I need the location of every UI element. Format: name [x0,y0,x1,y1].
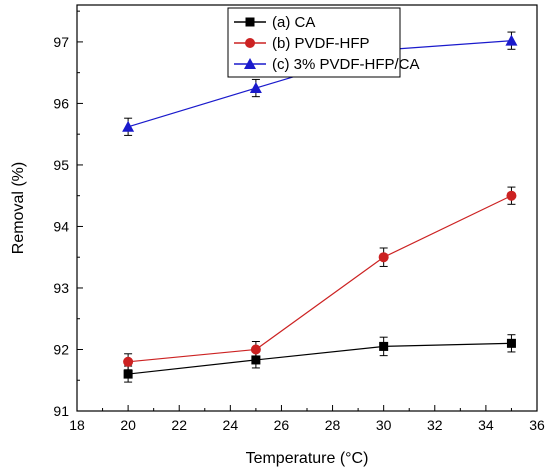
data-point [506,190,517,201]
x-tick-label-18: 18 [69,417,85,433]
axes: 18 20 22 24 26 28 30 32 34 36 91 92 93 94 95 96 97 [53,4,545,433]
legend-marker [245,38,255,48]
series-2-line [128,195,512,363]
y-tick-label-93: 93 [53,280,69,296]
legend-entry-2: (b) PVDF-HFP [272,35,370,52]
y-tick-label-94: 94 [53,218,69,234]
x-tick-label-20: 20 [120,417,136,433]
data-point [123,356,134,367]
legend-marker [244,58,256,69]
legend-marker [245,17,255,27]
y-tick-label-91: 91 [53,403,69,419]
series-layer [122,31,518,383]
x-tick-label-28: 28 [325,417,341,433]
y-tick-label-97: 97 [53,34,69,50]
data-point [506,338,516,348]
data-point [123,369,133,379]
x-tick-label-22: 22 [171,417,187,433]
data-point [251,355,261,365]
series-1 [123,334,516,383]
legend-entry-3: (c) 3% PVDF-HFP/CA [272,56,420,73]
y-tick-label-96: 96 [53,95,69,111]
y-tick-label-92: 92 [53,341,69,357]
legend-entry-1: (a) CA [272,14,315,31]
x-tick-label-30: 30 [376,417,392,433]
y-tick-label-95: 95 [53,157,69,173]
x-tick-label-34: 34 [478,417,494,433]
data-point [505,34,518,46]
series-1-line [128,342,512,375]
x-tick-label-26: 26 [274,417,290,433]
data-point [379,341,389,351]
x-tick-label-32: 32 [427,417,443,433]
data-point [378,252,389,263]
x-tick-label-36: 36 [529,417,545,433]
series-2 [123,186,517,371]
data-point [250,344,261,355]
y-axis-title: Removal (%) [10,162,27,254]
legend: (a) CA (b) PVDF-HFP (c) 3% PVDF-HFP/CA [227,7,420,78]
data-point [122,120,135,132]
data-point [249,82,262,94]
x-axis-title: Temperature (°C) [246,450,369,467]
x-tick-label-24: 24 [223,417,239,433]
